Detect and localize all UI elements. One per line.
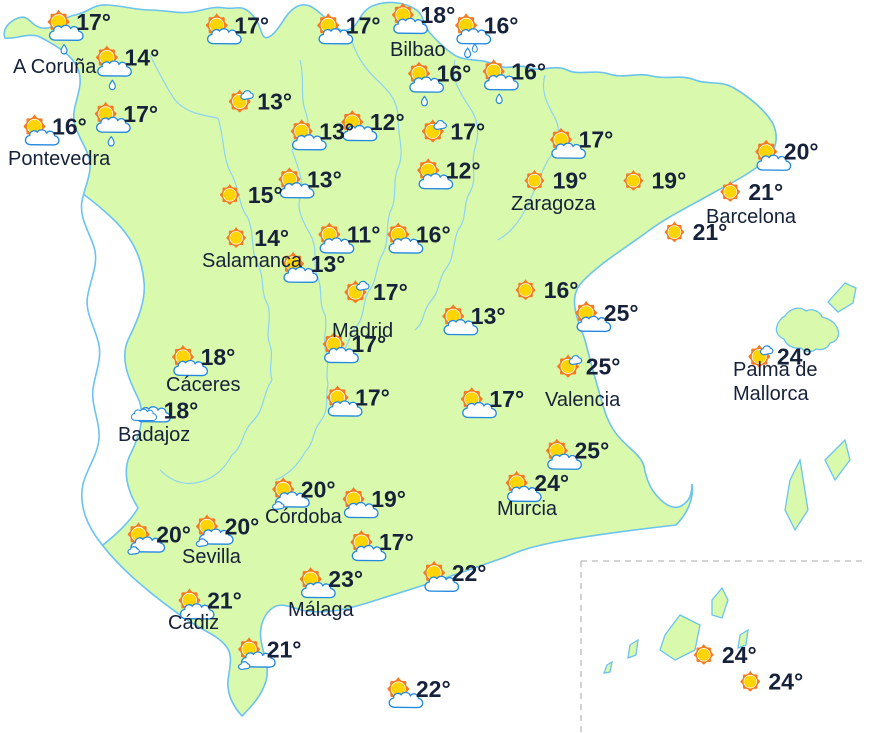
svg-text:20°: 20° (156, 521, 191, 547)
svg-text:25°: 25° (586, 353, 621, 379)
svg-text:20°: 20° (301, 476, 336, 502)
svg-text:21°: 21° (748, 179, 783, 205)
svg-text:Málaga: Málaga (288, 599, 354, 621)
svg-text:17°: 17° (489, 386, 524, 412)
svg-text:21°: 21° (267, 636, 302, 662)
svg-text:Valencia: Valencia (545, 389, 621, 411)
svg-text:25°: 25° (604, 300, 639, 326)
svg-text:Murcia: Murcia (497, 498, 558, 520)
svg-text:Mallorca: Mallorca (733, 383, 809, 405)
svg-text:18°: 18° (421, 2, 456, 28)
svg-text:17°: 17° (346, 12, 381, 38)
svg-text:24°: 24° (768, 669, 803, 695)
svg-text:17°: 17° (355, 385, 390, 411)
svg-text:20°: 20° (225, 513, 260, 539)
svg-text:16°: 16° (437, 61, 472, 87)
svg-text:17°: 17° (351, 331, 386, 357)
svg-text:13°: 13° (257, 88, 292, 114)
svg-text:Pontevedra: Pontevedra (8, 148, 111, 170)
svg-text:17°: 17° (373, 279, 408, 305)
svg-text:22°: 22° (416, 676, 451, 702)
svg-text:19°: 19° (371, 486, 406, 512)
svg-text:Sevilla: Sevilla (182, 546, 242, 568)
svg-text:17°: 17° (234, 12, 269, 38)
svg-text:16°: 16° (544, 277, 579, 303)
svg-text:A Coruña: A Coruña (13, 56, 97, 78)
svg-text:16°: 16° (511, 58, 546, 84)
svg-text:23°: 23° (328, 566, 363, 592)
svg-text:16°: 16° (484, 12, 519, 38)
svg-text:11°: 11° (347, 222, 381, 248)
svg-text:17°: 17° (450, 118, 485, 144)
svg-text:18°: 18° (201, 344, 236, 370)
svg-text:14°: 14° (254, 225, 289, 251)
svg-text:13°: 13° (307, 166, 342, 192)
svg-text:21°: 21° (693, 219, 728, 245)
svg-text:13°: 13° (311, 251, 346, 277)
svg-text:17°: 17° (579, 127, 614, 153)
svg-text:17°: 17° (76, 9, 111, 35)
svg-text:12°: 12° (446, 157, 481, 183)
svg-text:Bilbao: Bilbao (390, 39, 446, 61)
svg-text:13°: 13° (471, 303, 506, 329)
svg-text:Cáceres: Cáceres (166, 374, 240, 396)
svg-text:14°: 14° (125, 45, 160, 71)
svg-text:24°: 24° (777, 344, 812, 370)
svg-text:17°: 17° (379, 529, 414, 555)
svg-text:Cádiz: Cádiz (168, 612, 219, 634)
svg-text:25°: 25° (575, 438, 610, 464)
svg-text:19°: 19° (553, 168, 588, 194)
svg-text:Salamanca: Salamanca (202, 250, 303, 272)
svg-text:Zaragoza: Zaragoza (511, 193, 596, 215)
svg-text:17°: 17° (123, 101, 158, 127)
svg-text:24°: 24° (534, 470, 569, 496)
svg-text:19°: 19° (652, 168, 687, 194)
svg-text:12°: 12° (370, 109, 405, 135)
svg-text:18°: 18° (164, 397, 199, 423)
svg-text:16°: 16° (52, 113, 87, 139)
svg-text:Córdoba: Córdoba (265, 506, 343, 528)
svg-text:24°: 24° (722, 642, 757, 668)
svg-text:21°: 21° (207, 587, 242, 613)
svg-text:22°: 22° (452, 560, 487, 586)
svg-text:20°: 20° (784, 139, 819, 165)
svg-text:Badajoz: Badajoz (118, 424, 190, 446)
svg-text:15°: 15° (248, 182, 283, 208)
svg-text:13°: 13° (319, 118, 354, 144)
svg-text:16°: 16° (416, 222, 451, 248)
